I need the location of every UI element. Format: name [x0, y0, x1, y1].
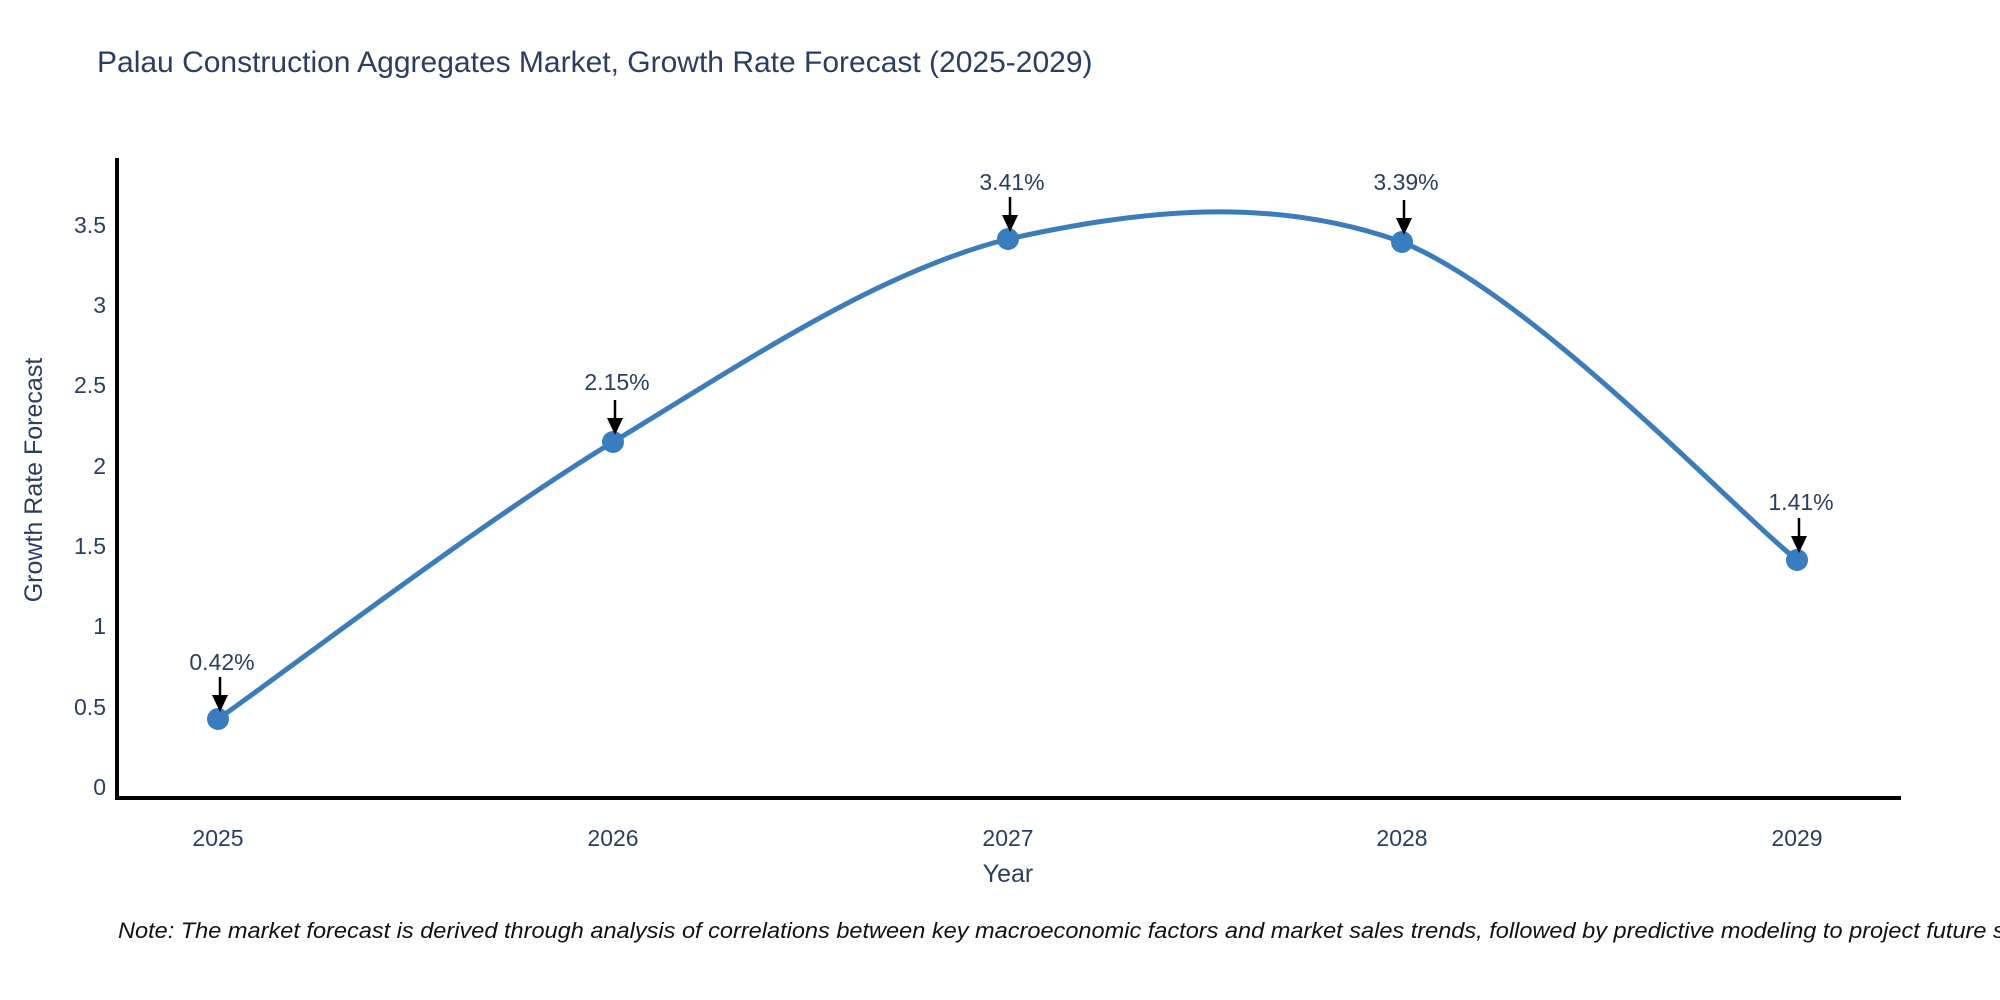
annotation-label-2026: 2.15% [584, 369, 649, 395]
y-tick-1_5: 1.5 [74, 533, 106, 559]
y-tick-2: 2 [93, 453, 106, 479]
data-point-2029 [1786, 549, 1808, 571]
x-tick-2026: 2026 [587, 825, 638, 851]
data-point-2026 [602, 431, 624, 453]
annotation-label-2029: 1.41% [1768, 489, 1833, 515]
annotation-label-2028: 3.39% [1373, 169, 1438, 195]
annotation-arrow-2029 [1791, 518, 1807, 553]
y-tick-3_5: 3.5 [74, 212, 106, 238]
y-tick-2_5: 2.5 [74, 372, 106, 398]
data-point-2025 [207, 708, 229, 730]
y-tick-1: 1 [93, 613, 106, 639]
series-line [215, 209, 1800, 722]
y-tick-0: 0 [93, 774, 106, 800]
data-point-2028 [1391, 231, 1413, 253]
x-tick-2025: 2025 [192, 825, 243, 851]
x-tick-2028: 2028 [1376, 825, 1427, 851]
x-tick-2027: 2027 [982, 825, 1033, 851]
annotation-arrow-2027 [1002, 197, 1018, 232]
y-tick-0_5: 0.5 [74, 694, 106, 720]
annotation-label-2025: 0.42% [189, 649, 254, 675]
chart-title: Palau Construction Aggregates Market, Gr… [97, 46, 1093, 79]
x-tick-2029: 2029 [1771, 825, 1822, 851]
data-point-2027 [997, 228, 1019, 250]
y-tick-3: 3 [93, 292, 106, 318]
annotation-label-2027: 3.41% [979, 169, 1044, 195]
annotation-arrow-2025 [212, 677, 228, 712]
y-axis-title: Growth Rate Forecast [20, 358, 48, 603]
footnote: Note: The market forecast is derived thr… [118, 918, 2000, 943]
annotation-arrow-2028 [1396, 200, 1412, 235]
x-axis-title: Year [983, 860, 1034, 888]
annotation-arrow-2026 [607, 400, 623, 435]
